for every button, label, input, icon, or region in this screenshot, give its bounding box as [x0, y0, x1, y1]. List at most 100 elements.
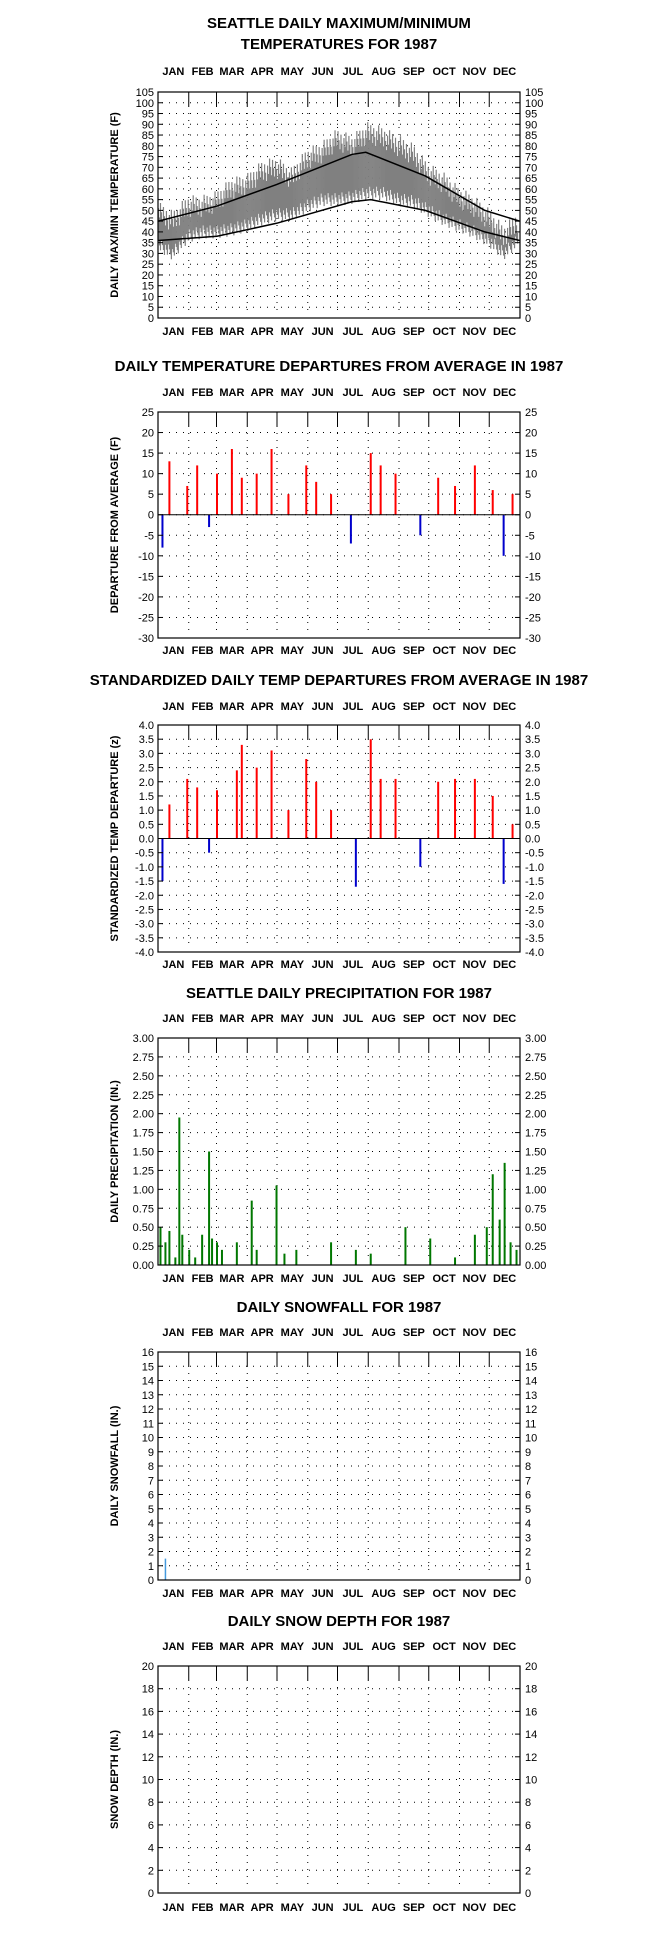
month-label-top: FEB [192, 1013, 214, 1025]
month-label-bottom: JUN [312, 1902, 334, 1914]
y-tick-label-left: 0.5 [139, 819, 154, 831]
month-label-top: DEC [493, 387, 516, 399]
y-tick-label-left: 90 [142, 119, 154, 131]
plot-frame [157, 411, 521, 639]
y-tick-label-right: 1.00 [525, 1184, 546, 1196]
month-label-bottom: MAY [281, 959, 305, 971]
y-tick-label-left: -1.0 [135, 862, 154, 874]
month-label-bottom: SEP [403, 1273, 425, 1285]
month-label-top: MAR [219, 1641, 244, 1653]
y-tick-label-right: 11 [525, 1418, 536, 1430]
y-tick-label-left: 30 [142, 248, 154, 260]
month-label-bottom: SEP [403, 1902, 425, 1914]
y-tick-label-right: 30 [525, 248, 537, 260]
month-label-bottom: MAR [219, 645, 244, 657]
month-label-bottom: NOV [462, 959, 487, 971]
month-label-bottom: JUL [342, 1273, 363, 1285]
y-tick-label-left: -25 [138, 612, 154, 624]
y-tick-label-right: 65 [525, 173, 537, 185]
month-label-bottom: JUN [312, 645, 334, 657]
month-label-top: AUG [371, 1641, 395, 1653]
y-tick-label-left: 20 [142, 1661, 154, 1673]
y-tick-label-left: -0.5 [135, 848, 154, 860]
month-label-top: JUN [312, 66, 334, 78]
y-tick-label-right: 12 [525, 1404, 537, 1416]
month-label-bottom: MAY [281, 326, 305, 338]
month-label-bottom: FEB [192, 326, 214, 338]
normal-low-line [158, 198, 520, 242]
y-tick-label-right: 10 [525, 291, 537, 303]
month-label-top: DEC [493, 701, 516, 713]
month-label-top: MAY [281, 701, 305, 713]
y-tick-label-right: -0.5 [525, 848, 544, 860]
y-tick-label-left: 10 [142, 1433, 154, 1445]
y-tick-label-left: 12 [142, 1404, 154, 1416]
plot-frame [157, 91, 521, 319]
month-label-bottom: NOV [462, 326, 487, 338]
month-label-top: AUG [371, 701, 395, 713]
y-tick-label-left: 15 [142, 1361, 154, 1373]
month-label-bottom: AUG [371, 326, 395, 338]
month-label-top: JAN [162, 701, 184, 713]
month-label-top: APR [251, 387, 274, 399]
month-label-top: DEC [493, 1327, 516, 1339]
month-label-top: SEP [403, 1327, 425, 1339]
month-label-top: JAN [162, 1327, 184, 1339]
month-label-top: NOV [462, 66, 487, 78]
month-label-bottom: FEB [192, 959, 214, 971]
month-label-bottom: DEC [493, 1902, 516, 1914]
month-label-bottom: AUG [371, 1273, 395, 1285]
y-tick-label-right: 8 [525, 1461, 531, 1473]
y-tick-label-left: 10 [142, 1775, 154, 1787]
y-tick-label-left: 4 [148, 1843, 154, 1855]
chart-panel-6: DAILY SNOW DEPTH FOR 1987 JAN JAN FEB FEB MAR… [109, 1613, 537, 1914]
y-tick-label-left: 11 [143, 1418, 154, 1430]
plot-frame [157, 1351, 521, 1581]
month-label-bottom: OCT [433, 1273, 457, 1285]
y-tick-label-left: 2.0 [139, 777, 154, 789]
y-tick-label-left: -5 [144, 530, 154, 542]
month-label-top: MAY [281, 66, 305, 78]
y-axis-label: SNOW DEPTH (IN.) [109, 1730, 121, 1829]
y-tick-label-left: 2 [148, 1547, 154, 1559]
y-tick-label-left: 3.5 [139, 734, 154, 746]
month-label-bottom: FEB [192, 1902, 214, 1914]
month-label-top: NOV [462, 1013, 487, 1025]
month-label-top: NOV [462, 1327, 487, 1339]
y-tick-label-left: 14 [142, 1376, 154, 1388]
month-label-bottom: JUL [342, 959, 363, 971]
month-label-bottom: NOV [462, 1588, 487, 1600]
month-label-top: JUL [342, 1013, 363, 1025]
month-label-top: JUL [342, 701, 363, 713]
y-tick-label-left: 0 [148, 1888, 154, 1900]
y-tick-label-left: -3.0 [135, 919, 154, 931]
month-label-bottom: JUN [312, 959, 334, 971]
month-label-bottom: MAR [219, 1902, 244, 1914]
y-tick-label-left: 95 [142, 109, 154, 121]
y-tick-label-right: 90 [525, 119, 537, 131]
month-label-top: JUN [312, 1327, 334, 1339]
chart-title: SEATTLE DAILY MAXIMUM/MINIMUM [207, 15, 471, 32]
y-tick-label-left: 1.5 [139, 791, 154, 803]
y-tick-label-left: 1.0 [139, 805, 154, 817]
y-tick-label-left: 70 [142, 162, 154, 174]
chart-title: TEMPERATURES FOR 1987 [241, 36, 437, 53]
month-label-top: MAY [281, 1641, 305, 1653]
y-tick-label-right: 6 [525, 1490, 531, 1502]
chart-panel-5: DAILY SNOWFALL FOR 1987 JAN JAN FEB FEB MAR MA… [109, 1299, 537, 1600]
month-label-top: OCT [433, 1641, 457, 1653]
month-label-top: FEB [192, 701, 214, 713]
y-tick-label-right: 14 [525, 1729, 537, 1741]
y-tick-label-left: 6 [148, 1820, 154, 1832]
month-label-bottom: MAR [219, 1273, 244, 1285]
y-tick-label-right: 2.00 [525, 1109, 546, 1121]
month-label-top: MAR [219, 1013, 244, 1025]
y-tick-label-right: 2 [525, 1547, 531, 1559]
y-tick-label-left: 12 [142, 1752, 154, 1764]
y-tick-label-right: 25 [525, 407, 537, 419]
month-label-top: SEP [403, 1013, 425, 1025]
y-tick-label-right: 95 [525, 109, 537, 121]
month-label-bottom: OCT [433, 959, 457, 971]
y-tick-label-left: 50 [142, 205, 154, 217]
